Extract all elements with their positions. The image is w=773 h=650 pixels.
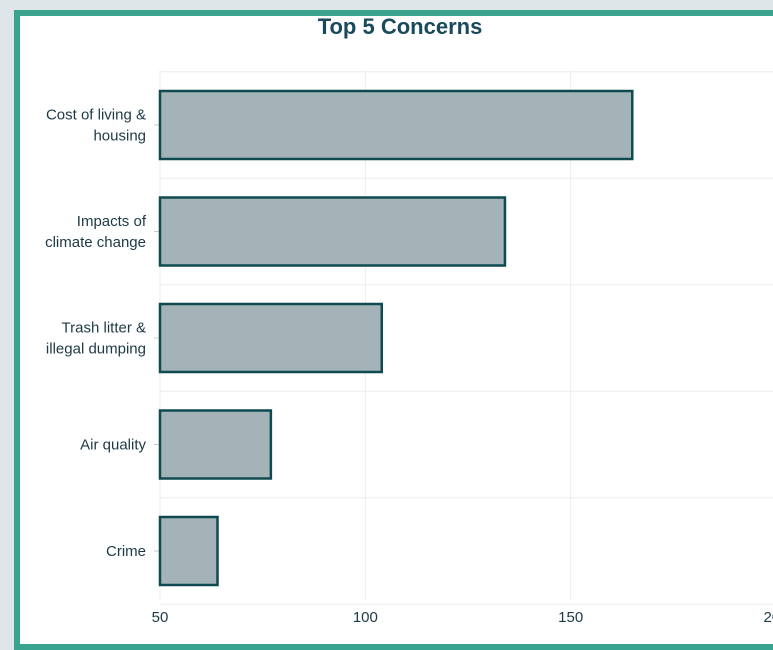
category-label: Cost of living & housing	[46, 107, 146, 145]
category-label: Air quality	[80, 437, 146, 454]
bar-chart: 50 100 150 200 Cost of living &housing Impact…	[45, 70, 773, 626]
category-label: Impacts of climate change	[45, 213, 147, 251]
category-label: Crime	[106, 543, 146, 560]
bar	[158, 302, 384, 374]
x-tick-label: 150	[558, 609, 583, 626]
x-tick-label: 100	[353, 609, 378, 626]
bar	[158, 196, 507, 267]
category-label: Trash litter & illegal dumping	[46, 320, 146, 358]
bar	[158, 409, 273, 480]
x-tick-label: 50	[152, 609, 169, 626]
bar	[158, 89, 634, 161]
x-tick-label: 200	[763, 609, 773, 626]
bar	[158, 515, 219, 587]
chart-title: Top 5 Concerns	[317, 14, 483, 39]
